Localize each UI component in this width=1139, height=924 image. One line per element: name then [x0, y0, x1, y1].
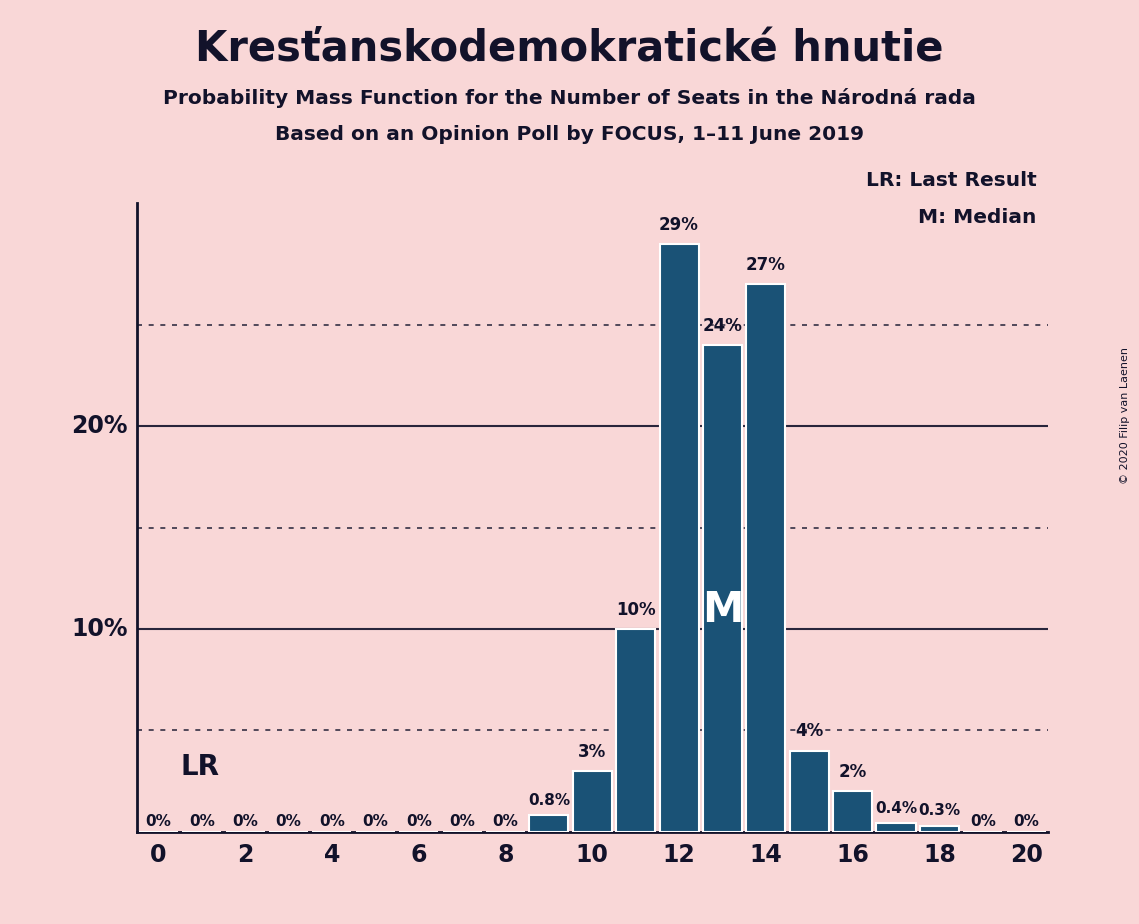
Text: 0.8%: 0.8% — [527, 794, 570, 808]
Bar — [920, 825, 959, 832]
Text: 2%: 2% — [838, 763, 867, 781]
Text: 0.3%: 0.3% — [918, 804, 960, 819]
Text: 0%: 0% — [232, 813, 259, 829]
Text: 0%: 0% — [362, 813, 388, 829]
Text: 20%: 20% — [72, 414, 128, 438]
Text: 0%: 0% — [449, 813, 475, 829]
Bar — [530, 815, 568, 832]
Bar — [703, 346, 741, 832]
Text: © 2020 Filip van Laenen: © 2020 Filip van Laenen — [1121, 347, 1130, 484]
Text: 0%: 0% — [189, 813, 215, 829]
Bar — [573, 771, 612, 832]
Text: 29%: 29% — [659, 215, 699, 234]
Text: Kresťanskodemokratické hnutie: Kresťanskodemokratické hnutie — [195, 28, 944, 69]
Text: Probability Mass Function for the Number of Seats in the Národná rada: Probability Mass Function for the Number… — [163, 88, 976, 108]
Bar — [789, 750, 829, 832]
Text: 0%: 0% — [276, 813, 302, 829]
Text: 0%: 0% — [146, 813, 171, 829]
Bar — [746, 285, 786, 832]
Text: M: Median: M: Median — [918, 208, 1036, 227]
Text: 10%: 10% — [72, 617, 128, 641]
Text: 10%: 10% — [616, 601, 655, 619]
Text: 0%: 0% — [405, 813, 432, 829]
Text: 4%: 4% — [795, 723, 823, 740]
Text: 0%: 0% — [1014, 813, 1039, 829]
Text: 0.4%: 0.4% — [875, 801, 917, 817]
Text: 0%: 0% — [969, 813, 995, 829]
Bar — [616, 629, 655, 832]
Bar — [833, 791, 872, 832]
Text: LR: LR — [180, 753, 219, 781]
Text: 0%: 0% — [492, 813, 518, 829]
Bar — [877, 823, 916, 832]
Text: 3%: 3% — [579, 743, 606, 760]
Text: M: M — [702, 590, 744, 631]
Text: 0%: 0% — [319, 813, 345, 829]
Text: 24%: 24% — [703, 317, 743, 335]
Bar — [659, 244, 698, 832]
Text: Based on an Opinion Poll by FOCUS, 1–11 June 2019: Based on an Opinion Poll by FOCUS, 1–11 … — [274, 125, 865, 144]
Text: 27%: 27% — [746, 256, 786, 274]
Text: LR: Last Result: LR: Last Result — [866, 171, 1036, 190]
